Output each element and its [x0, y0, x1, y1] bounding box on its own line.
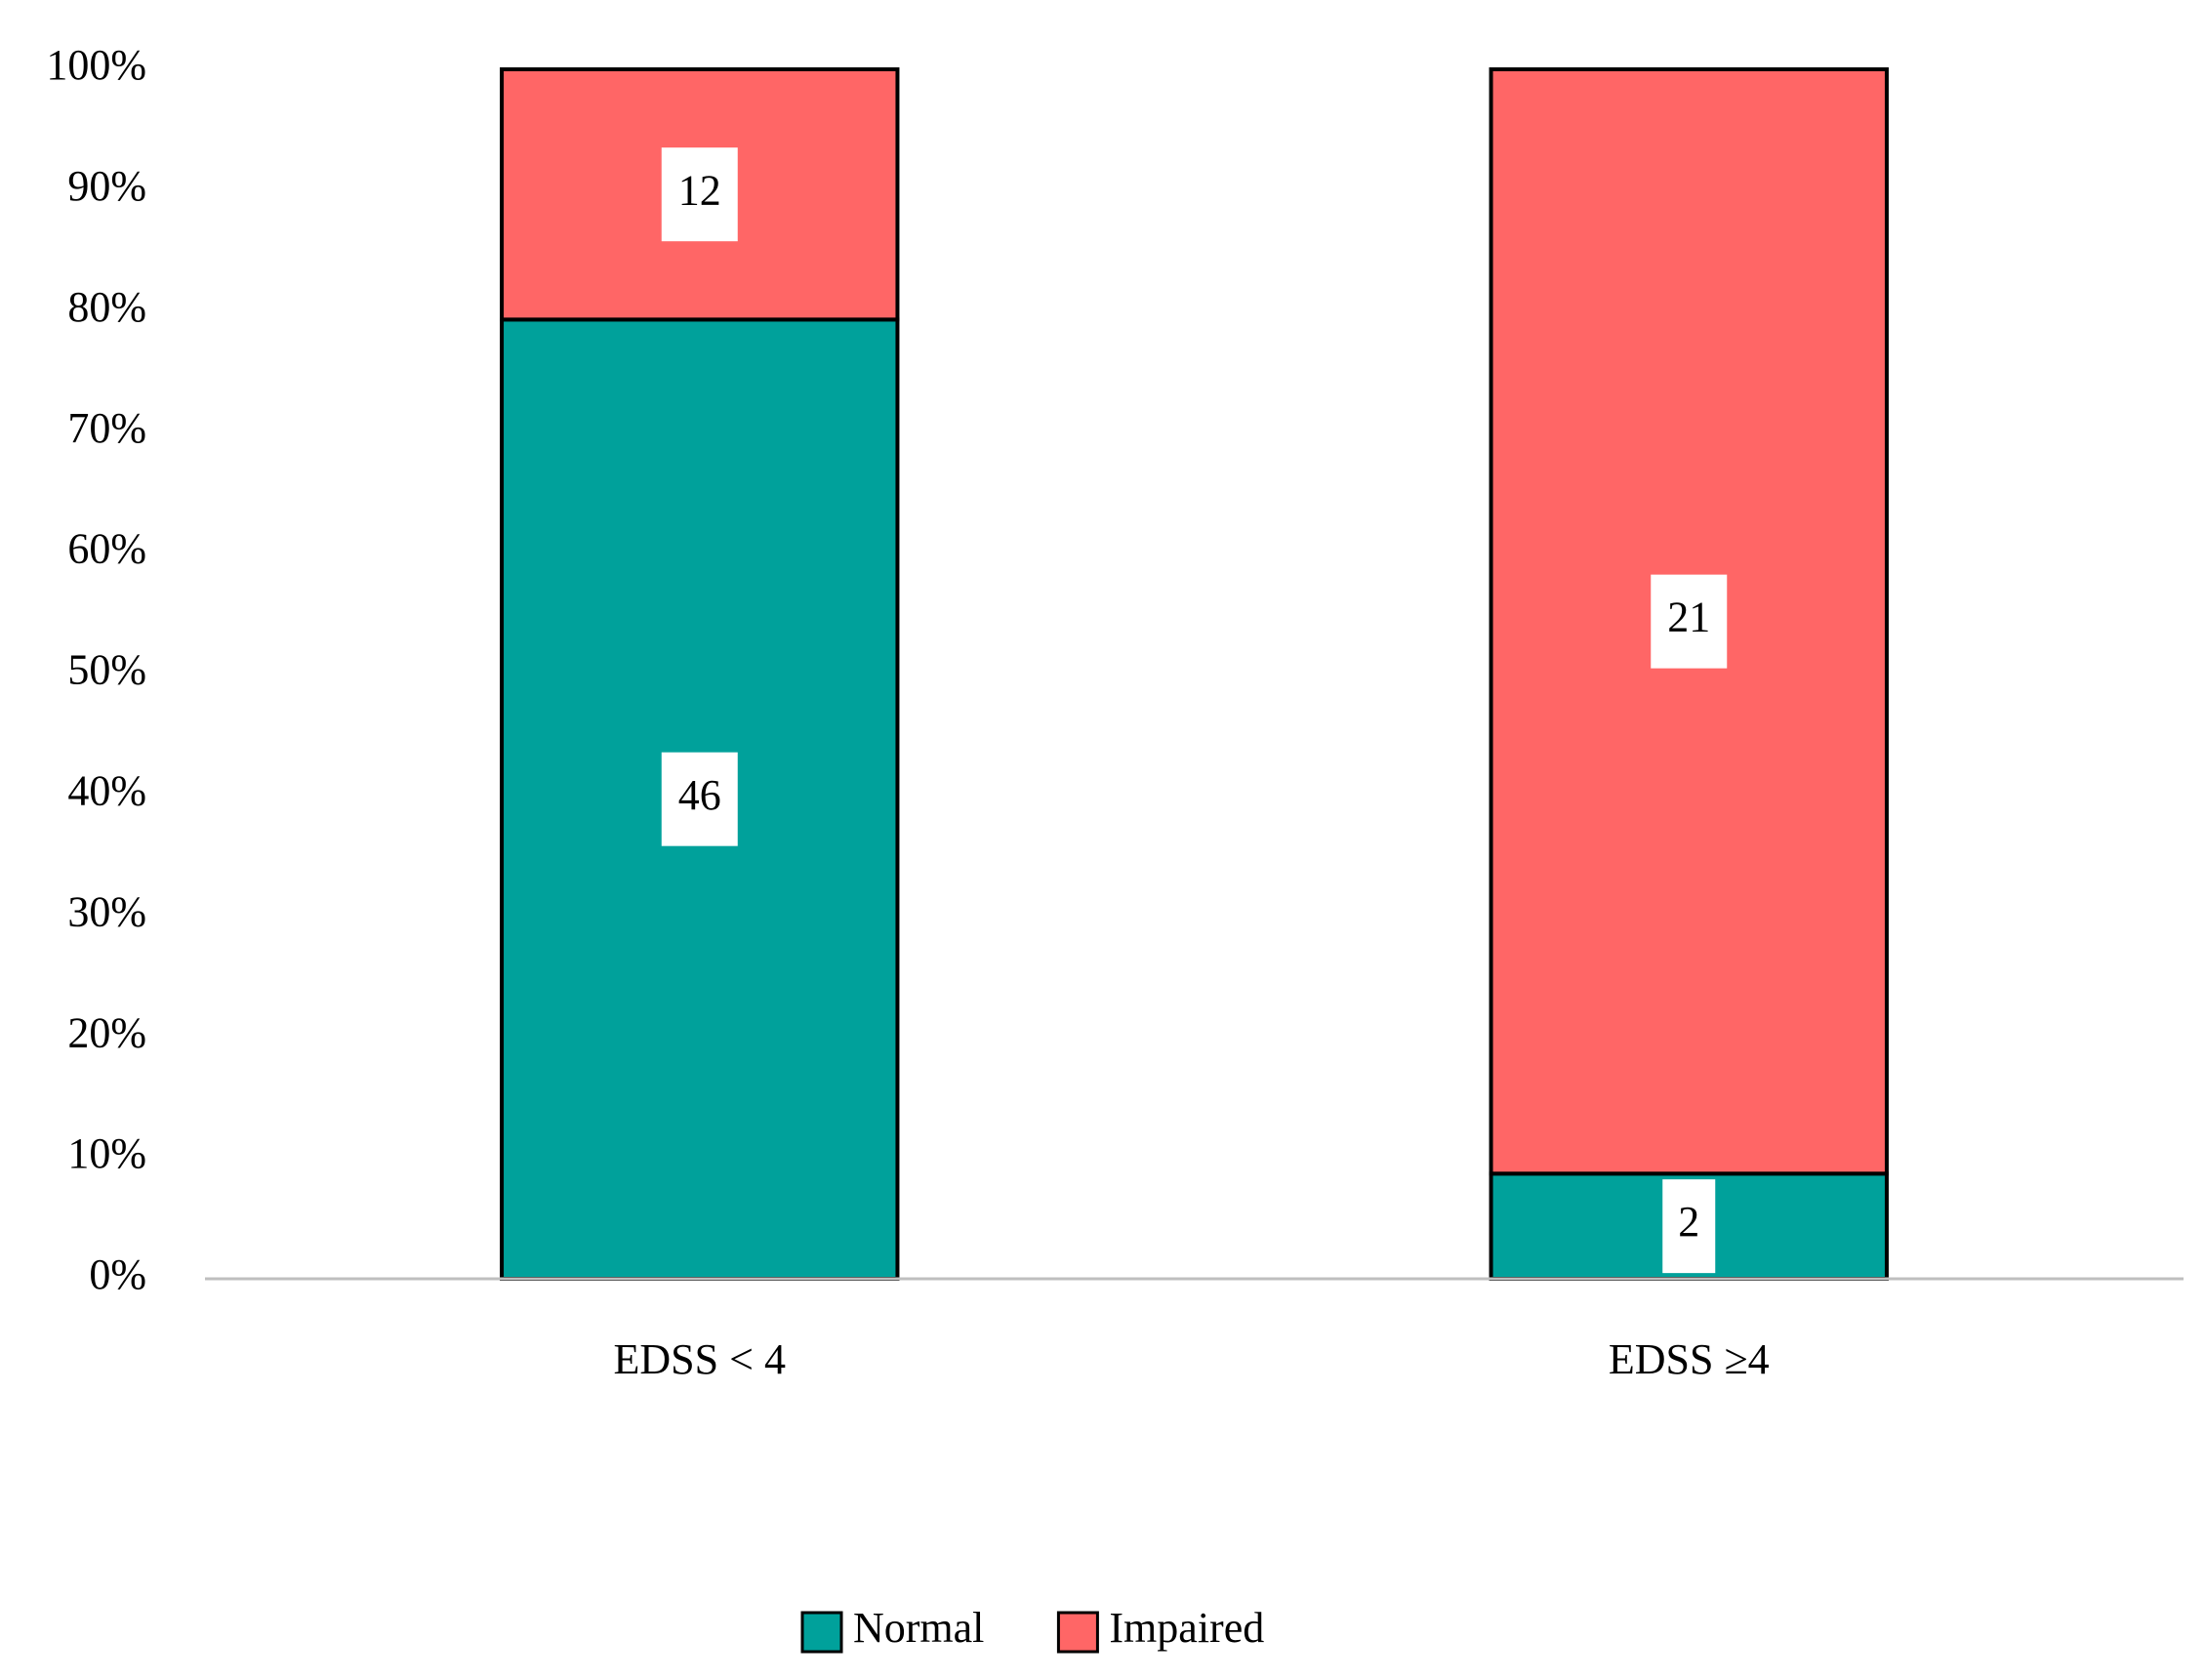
data-label-box — [1662, 1179, 1716, 1274]
y-tick-label: 60% — [67, 525, 146, 573]
y-tick-label: 90% — [67, 162, 146, 210]
data-label-box — [661, 752, 738, 846]
y-tick-label: 10% — [67, 1129, 146, 1177]
y-tick-label: 80% — [67, 283, 146, 331]
legend-label: Normal — [853, 1604, 984, 1652]
legend-swatch — [1056, 1611, 1099, 1654]
y-tick-label: 50% — [67, 646, 146, 694]
data-label-box — [661, 147, 738, 242]
y-tick-label: 40% — [67, 766, 146, 814]
legend-swatch — [800, 1611, 843, 1654]
data-label: 2 — [1678, 1198, 1699, 1246]
y-tick-label: 30% — [67, 887, 146, 935]
y-tick-label: 0% — [89, 1250, 146, 1298]
y-tick-label: 20% — [67, 1008, 146, 1056]
x-tick-label: EDSS < 4 — [614, 1335, 786, 1383]
y-tick-label: 70% — [67, 404, 146, 452]
legend-label: Impaired — [1109, 1604, 1264, 1652]
data-label: 21 — [1667, 594, 1710, 641]
data-label: 46 — [678, 771, 721, 819]
y-tick-label: 100% — [46, 41, 146, 89]
data-label-box — [1651, 574, 1728, 669]
x-tick-label: EDSS ≥4 — [1609, 1335, 1770, 1383]
data-label: 12 — [678, 166, 721, 214]
